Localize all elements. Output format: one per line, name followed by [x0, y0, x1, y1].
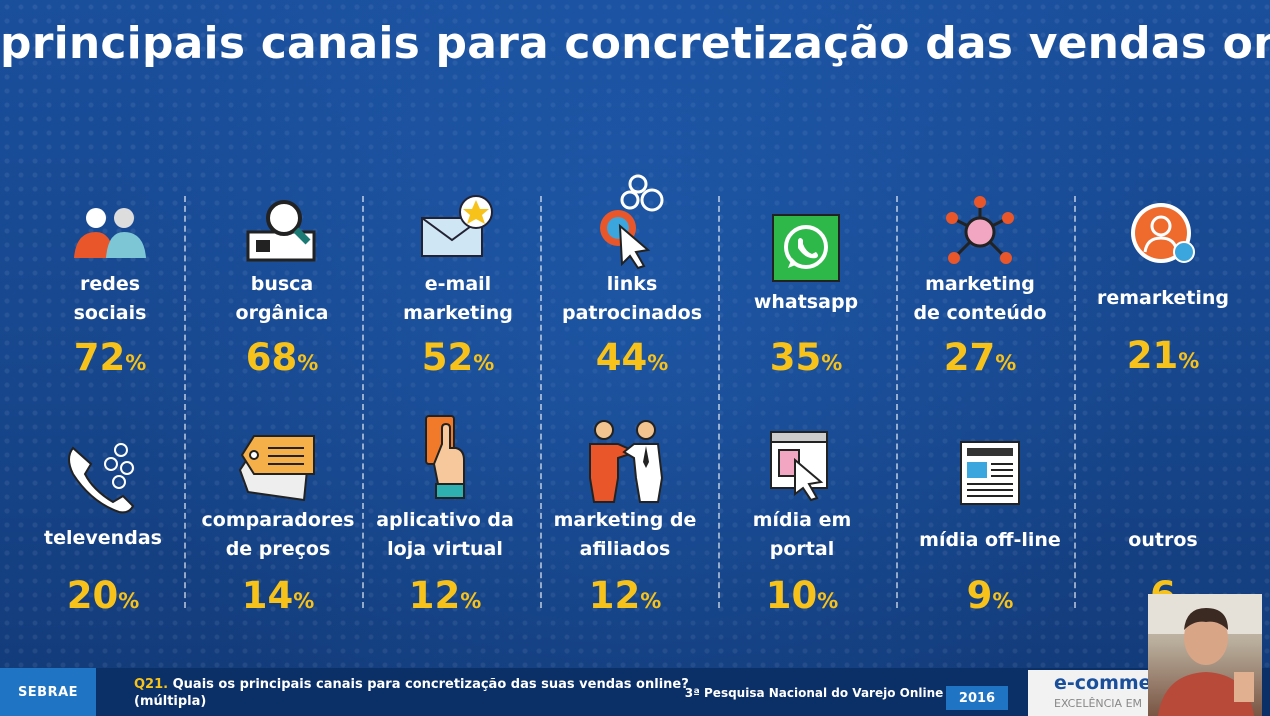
channel-percent: 14%	[241, 574, 315, 617]
network-icon	[946, 196, 1014, 264]
channel-percent: 20%	[66, 574, 140, 617]
column-divider	[184, 196, 186, 608]
user-refresh-icon	[1131, 203, 1195, 263]
price-tags-icon	[238, 435, 315, 502]
channel-label: comparadores de preços	[201, 509, 355, 560]
people-icon	[74, 208, 146, 258]
channel-percent: 27%	[943, 336, 1017, 379]
magnifier-icon	[246, 200, 316, 262]
channel-label: mídia off-line	[919, 529, 1061, 551]
newspaper-icon	[960, 441, 1020, 505]
cursor-coins-icon	[600, 174, 664, 270]
channel-label: marketing de conteúdo	[913, 273, 1047, 324]
channel-label: remarketing	[1097, 287, 1229, 309]
channel-percent: 21%	[1126, 334, 1200, 377]
channel-label: outros	[1128, 529, 1198, 551]
whatsapp-icon	[772, 214, 840, 282]
channel-label: whatsapp	[753, 291, 859, 313]
sebrae-logo: SEBRAE	[0, 668, 96, 716]
channel-label: redes sociais	[73, 273, 147, 324]
smartphone-tap-icon	[425, 415, 465, 499]
survey-question: Q21. Quais os principais canais para con…	[134, 677, 689, 709]
phone-coins-icon	[68, 443, 135, 514]
channel-label: busca orgânica	[235, 273, 329, 324]
channel-label: e-mail marketing	[403, 273, 513, 324]
survey-name: 3ª Pesquisa Nacional do Varejo Online	[684, 686, 944, 700]
channel-label: links patrocinados	[561, 273, 702, 324]
webcam-overlay	[1148, 594, 1262, 716]
channel-percent: 10%	[765, 574, 839, 617]
column-divider	[362, 196, 364, 608]
survey-year: 2016	[946, 686, 1008, 710]
channel-label: aplicativo da loja virtual	[376, 509, 514, 560]
channel-percent: 72%	[73, 336, 147, 379]
channel-label: marketing de afiliados	[553, 509, 697, 560]
channel-percent: 44%	[595, 336, 669, 379]
channel-percent: 68%	[245, 336, 319, 379]
channel-percent: 12%	[408, 574, 482, 617]
envelope-star-icon	[421, 195, 493, 257]
ecommerce-brand: e-comme	[1054, 672, 1152, 694]
slide-title: principais canais para concretização das…	[0, 18, 1270, 69]
channel-percent: 9%	[966, 574, 1014, 617]
column-divider	[896, 196, 898, 608]
column-divider	[540, 196, 542, 608]
column-divider	[718, 196, 720, 608]
channel-percent: 12%	[588, 574, 662, 617]
handshake-people-icon	[589, 420, 664, 503]
presenter-video	[1148, 594, 1262, 716]
channel-label: mídia em portal	[752, 509, 852, 560]
channel-label: televendas	[44, 527, 162, 549]
ecommerce-logo-box	[1028, 670, 1148, 716]
channel-percent: 35%	[769, 336, 843, 379]
web-page-cursor-icon	[770, 431, 828, 502]
ecommerce-tagline: EXCELÊNCIA EM	[1054, 697, 1143, 710]
column-divider	[1074, 196, 1076, 608]
channel-percent: 52%	[421, 336, 495, 379]
